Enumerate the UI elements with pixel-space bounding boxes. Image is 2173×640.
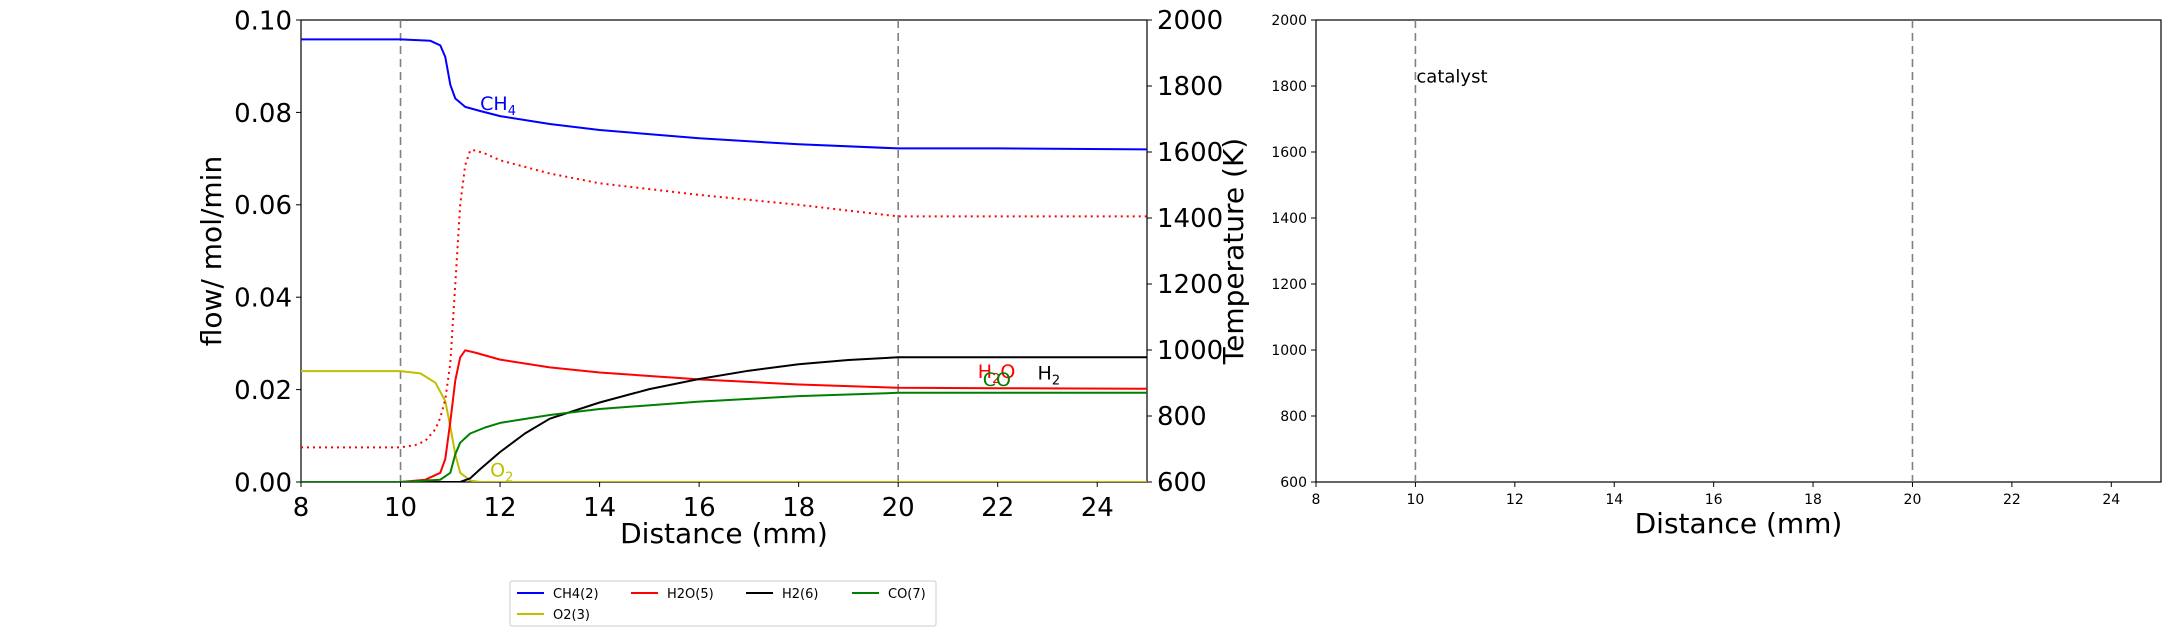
plot-frame	[1315, 19, 2162, 483]
catalyst-annotation: catalyst	[1416, 67, 1487, 88]
temperature-chart-panel: 8 10 12 14 16 18 20 22 24 600 800 1000 1200 1400 1600 1…	[1271, 13, 2162, 540]
x-axis-label: Distance (mm)	[1635, 507, 1843, 540]
legend-label: CH4(2)	[553, 587, 599, 602]
y2-tick-label: 1400	[1157, 204, 1223, 234]
series-annotation: CO	[983, 369, 1011, 391]
y-tick-label: 1800	[1271, 79, 1307, 95]
legend-label: H2O(5)	[667, 587, 714, 602]
x-tick-label: 10	[384, 493, 417, 523]
y2-tick-label: 1800	[1157, 72, 1223, 102]
x-tick-label: 22	[981, 493, 1014, 523]
series-annotation: CH4	[480, 93, 516, 119]
x-tick-label: 16	[1705, 492, 1723, 508]
x-tick-label: 22	[2003, 492, 2021, 508]
flow-chart-panel: 8 10 12 14 16 18 20 22 24 0.00 0.02 0.04 0.06 0.08 0.1…	[195, 6, 1250, 550]
y-tick-label: 0.06	[234, 191, 292, 221]
y-tick-label: 1000	[1271, 343, 1307, 359]
x-tick-label: 10	[1406, 492, 1424, 508]
series-line-h2o-5	[301, 349, 1147, 482]
x-tick-label: 20	[882, 493, 915, 523]
x-tick-label: 18	[1804, 492, 1822, 508]
legend-label: O2(3)	[553, 608, 590, 623]
series-line-co-7	[301, 391, 1147, 482]
y-tick-label: 0.00	[234, 468, 292, 498]
legend: CH4(2) H2O(5) H2(6) CO(7) O2(3)	[509, 580, 937, 627]
y2-tick-label: 1600	[1157, 138, 1223, 168]
x-tick-label: 8	[1312, 492, 1321, 508]
y2-tick-label: 600	[1157, 468, 1207, 498]
y-tick-label: 2000	[1271, 13, 1307, 29]
temperature-series-line	[301, 149, 1147, 449]
y-tick-label: 0.08	[234, 99, 292, 129]
y-tick-label: 1200	[1271, 277, 1307, 293]
y2-tick-label: 1200	[1157, 270, 1223, 300]
y-tick-label: 1400	[1271, 211, 1307, 227]
series-annotation: H2	[1038, 362, 1061, 388]
x-tick-label: 14	[583, 493, 616, 523]
y-tick-label: 0.10	[234, 6, 292, 36]
legend-box	[509, 580, 937, 627]
x-axis-label: Distance (mm)	[620, 517, 828, 550]
x-tick-label: 14	[1605, 492, 1623, 508]
x-tick-label: 16	[683, 493, 716, 523]
y2-tick-label: 800	[1157, 402, 1207, 432]
x-tick-label: 20	[1904, 492, 1922, 508]
x-tick-label: 12	[1506, 492, 1524, 508]
series-line-h2-6	[301, 356, 1147, 482]
y-tick-label: 0.02	[234, 376, 292, 406]
legend-label: CO(7)	[888, 587, 926, 602]
x-tick-label: 18	[782, 493, 815, 523]
y-tick-label: 600	[1280, 475, 1307, 491]
x-tick-label: 8	[293, 493, 310, 523]
y-tick-label: 0.04	[234, 284, 292, 314]
y2-axis-label: Temperature (K)	[1217, 138, 1250, 365]
legend-label: H2(6)	[782, 587, 818, 602]
series-line-ch4-2	[301, 38, 1147, 151]
x-tick-label: 24	[2102, 492, 2120, 508]
y2-tick-label: 1000	[1157, 336, 1223, 366]
series-annotation: O2	[490, 459, 513, 485]
x-tick-label: 24	[1081, 493, 1114, 523]
series-annotation: H2O	[978, 361, 1016, 387]
series-line-o2-3	[301, 370, 1147, 482]
y2-tick-label: 2000	[1157, 6, 1223, 36]
x-tick-label: 12	[484, 493, 517, 523]
y-tick-label: 800	[1280, 409, 1307, 425]
y-tick-label: 1600	[1271, 145, 1307, 161]
y-axis-label: flow/ mol/min	[195, 156, 228, 346]
series-lines	[301, 38, 1147, 482]
